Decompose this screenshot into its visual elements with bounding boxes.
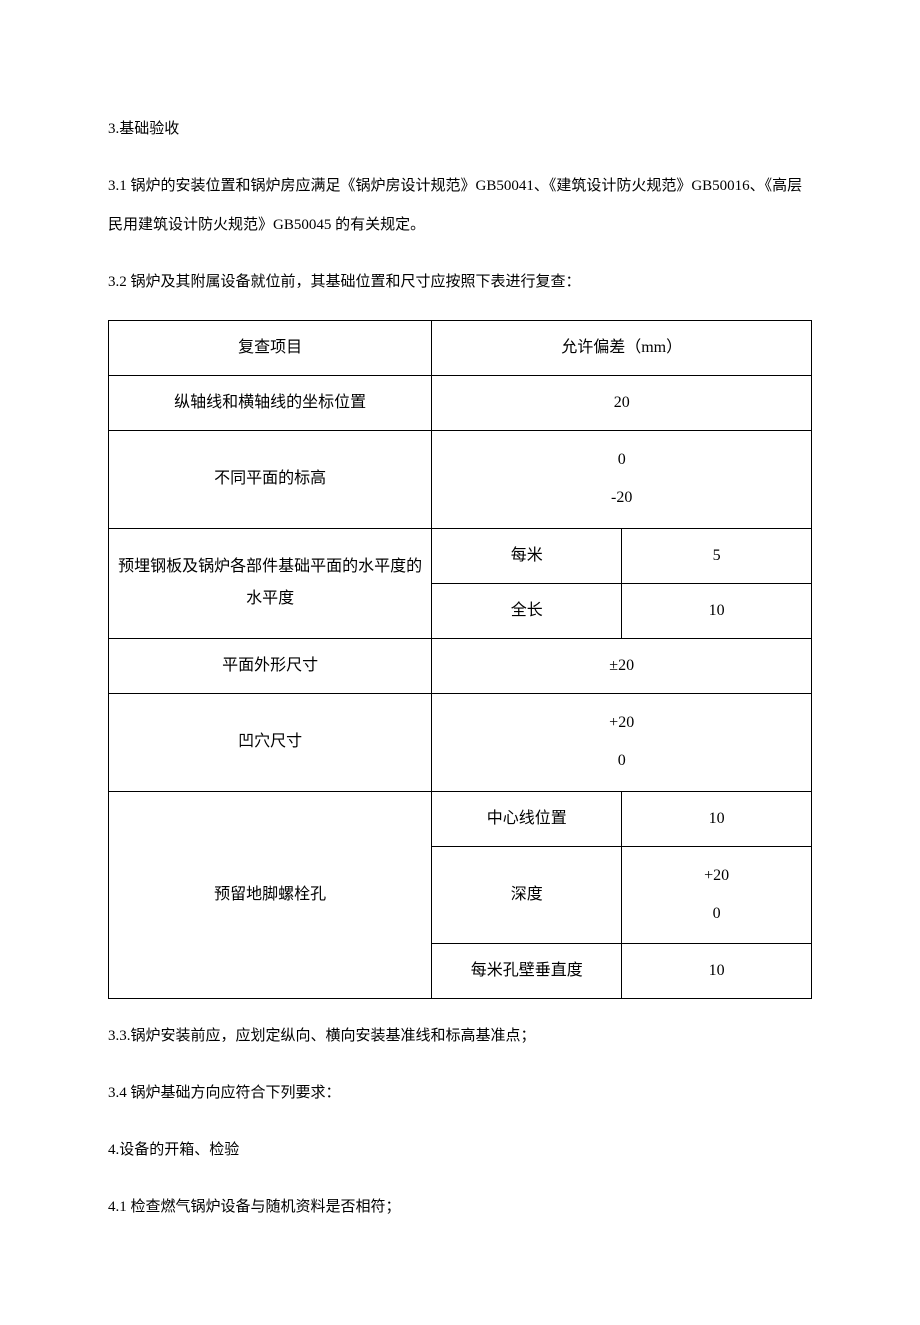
heading-unboxing-inspection: 4.设备的开箱、检验 xyxy=(108,1131,812,1170)
item-cell: 不同平面的标高 xyxy=(109,431,432,529)
sub-cell: 全长 xyxy=(432,583,622,638)
value-bottom: -20 xyxy=(438,479,805,517)
paragraph-3-2: 3.2 锅炉及其附属设备就位前，其基础位置和尺寸应按照下表进行复查： xyxy=(108,263,812,302)
header-item: 复查项目 xyxy=(109,321,432,376)
tolerance-table: 复查项目 允许偏差（mm） 纵轴线和横轴线的坐标位置 20 不同平面的标高 0 … xyxy=(108,320,812,999)
sub-cell: 深度 xyxy=(432,846,622,944)
item-cell: 凹穴尺寸 xyxy=(109,693,432,791)
sub-cell: 中心线位置 xyxy=(432,791,622,846)
sub-cell: 每米孔壁垂直度 xyxy=(432,944,622,999)
item-cell: 纵轴线和横轴线的坐标位置 xyxy=(109,376,432,431)
value-cell: +20 0 xyxy=(432,693,812,791)
table-row: 凹穴尺寸 +20 0 xyxy=(109,693,812,791)
paragraph-3-1: 3.1 锅炉的安装位置和锅炉房应满足《锅炉房设计规范》GB50041、《建筑设计… xyxy=(108,167,812,245)
table-row: 平面外形尺寸 ±20 xyxy=(109,638,812,693)
table-header-row: 复查项目 允许偏差（mm） xyxy=(109,321,812,376)
value-top: +20 xyxy=(628,857,805,895)
value-cell: 0 -20 xyxy=(432,431,812,529)
value-top: +20 xyxy=(438,704,805,742)
document-page: 3.基础验收 3.1 锅炉的安装位置和锅炉房应满足《锅炉房设计规范》GB5004… xyxy=(0,0,920,1325)
header-tolerance: 允许偏差（mm） xyxy=(432,321,812,376)
paragraph-3-4: 3.4 锅炉基础方向应符合下列要求： xyxy=(108,1074,812,1113)
value-cell: 10 xyxy=(622,944,812,999)
value-cell: +20 0 xyxy=(622,846,812,944)
value-cell: 10 xyxy=(622,791,812,846)
value-cell: 20 xyxy=(432,376,812,431)
item-cell: 平面外形尺寸 xyxy=(109,638,432,693)
table-row: 纵轴线和横轴线的坐标位置 20 xyxy=(109,376,812,431)
value-cell: 5 xyxy=(622,528,812,583)
table-row: 预留地脚螺栓孔 中心线位置 10 xyxy=(109,791,812,846)
value-bottom: 0 xyxy=(438,742,805,780)
item-cell: 预埋钢板及锅炉各部件基础平面的水平度的水平度 xyxy=(109,528,432,638)
value-bottom: 0 xyxy=(628,895,805,933)
heading-foundation-acceptance: 3.基础验收 xyxy=(108,110,812,149)
table-row: 不同平面的标高 0 -20 xyxy=(109,431,812,529)
paragraph-3-3: 3.3.锅炉安装前应，应划定纵向、横向安装基准线和标高基准点； xyxy=(108,1017,812,1056)
table-row: 预埋钢板及锅炉各部件基础平面的水平度的水平度 每米 5 xyxy=(109,528,812,583)
paragraph-4-1: 4.1 检查燃气锅炉设备与随机资料是否相符； xyxy=(108,1188,812,1227)
item-cell: 预留地脚螺栓孔 xyxy=(109,791,432,999)
value-cell: 10 xyxy=(622,583,812,638)
value-cell: ±20 xyxy=(432,638,812,693)
sub-cell: 每米 xyxy=(432,528,622,583)
value-top: 0 xyxy=(438,441,805,479)
